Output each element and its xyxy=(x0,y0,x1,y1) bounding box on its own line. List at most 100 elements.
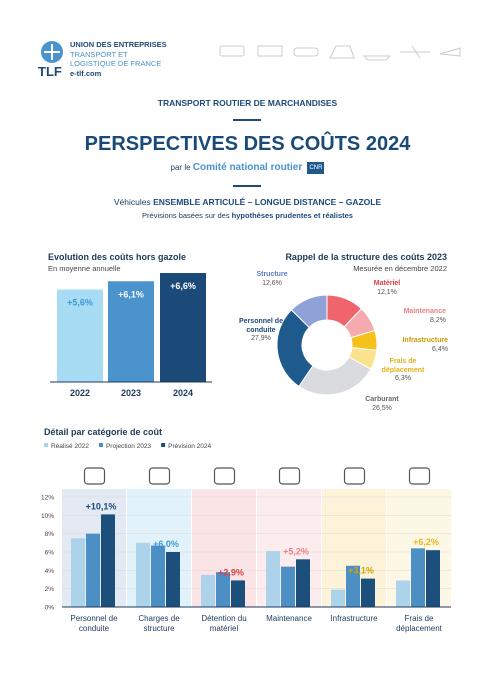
category-icon xyxy=(83,467,106,485)
chart-structure: Rappel de la structure des coûts 2023 Mes… xyxy=(276,252,447,396)
chart-subtitle: En moyenne annuelle xyxy=(48,264,121,273)
segment-value: 12,6% xyxy=(262,279,282,287)
note-emphasis: hypothèses prudentes et réalistes xyxy=(231,211,353,220)
segment-name: Personnel de conduite xyxy=(239,318,283,334)
donut-segment xyxy=(298,356,372,396)
legend-swatch xyxy=(161,443,166,447)
vehicle-prefix: Véhicules xyxy=(113,197,151,207)
chart-evolution: Evolution des coûts hors gazole En moyenn… xyxy=(48,252,212,398)
segment-label: Frais de déplacement 6,3% xyxy=(374,358,432,384)
chart-title: Détail par catégorie de coût xyxy=(44,427,162,437)
chart-detail: Détail par catégorie de coût Réalisé 2022… xyxy=(41,427,451,612)
bar xyxy=(231,580,245,607)
bar xyxy=(281,566,295,607)
x-tick-label: Frais de déplacement xyxy=(396,614,442,633)
legend-label: Réalisé 2022 xyxy=(51,443,89,450)
y-tick-label: 0% xyxy=(45,605,55,612)
segment-value: 12,1% xyxy=(377,288,397,296)
bar xyxy=(426,550,440,607)
y-tick-label: 2% xyxy=(45,586,55,593)
segment-label: Matériel 12,1% xyxy=(362,280,412,297)
chart-subtitle: Mesurée en décembre 2022 xyxy=(353,264,447,273)
note: Prévisions basées sur des hypothèses pru… xyxy=(0,211,495,220)
segment-value: 26,5% xyxy=(372,404,392,412)
value-label: +10,1% xyxy=(86,501,117,511)
bar xyxy=(136,542,150,607)
legend-label: Prévision 2024 xyxy=(168,443,211,450)
byline: par le Comité national routier CNR xyxy=(0,162,495,174)
bar xyxy=(346,565,360,607)
segment-label: Infrastructure 6,4% xyxy=(378,337,448,354)
org-line: UNION DES ENTREPRISES xyxy=(70,40,167,49)
donut-segment xyxy=(290,294,328,329)
bar xyxy=(216,572,230,607)
legend-swatch xyxy=(44,443,48,447)
bar xyxy=(361,578,375,607)
segment-label: Personnel de conduite 27,9% xyxy=(228,318,294,344)
y-tick-label: 12% xyxy=(41,495,54,502)
chart-title: Evolution des coûts hors gazole xyxy=(48,252,186,262)
bar xyxy=(101,514,115,607)
y-tick-label: 8% xyxy=(45,531,55,538)
y-tick-label: 6% xyxy=(45,550,55,557)
bar xyxy=(201,574,215,607)
segment-label: Structure 12,6% xyxy=(246,271,298,288)
logo-mark-cross xyxy=(44,44,60,60)
segment-label: Maintenance 8,2% xyxy=(378,308,446,325)
byline-name: Comité national routier xyxy=(192,162,303,174)
logo-text: TLF xyxy=(38,64,62,79)
value-label: +2,9% xyxy=(218,567,244,577)
bar xyxy=(108,281,154,382)
x-tick-label: Personnel de conduite xyxy=(70,614,118,633)
segment-value: 8,2% xyxy=(430,316,446,324)
category-icon xyxy=(408,467,431,485)
bar xyxy=(86,533,100,607)
segment-name: Structure xyxy=(256,271,288,278)
website: e-tlf.com xyxy=(70,69,102,78)
main-title: PERSPECTIVES DES COÛTS 2024 xyxy=(84,133,411,155)
header-art xyxy=(41,41,461,63)
value-label: +5,6% xyxy=(67,298,93,308)
x-tick-label: Détention du matériel xyxy=(201,614,247,633)
value-label: +6,1% xyxy=(118,289,144,299)
segment-name: Frais de déplacement xyxy=(381,358,425,374)
chart-title: Rappel de la structure des coûts 2023 xyxy=(285,252,447,262)
segment-value: 27,9% xyxy=(251,335,271,342)
value-label: +6,6% xyxy=(170,281,196,291)
segment-name: Maintenance xyxy=(403,308,446,315)
byline-prefix: par le xyxy=(170,163,191,173)
category-icon xyxy=(213,467,236,485)
segment-name: Matériel xyxy=(373,280,401,287)
segment-value: 6,4% xyxy=(432,345,448,353)
value-label: +3,1% xyxy=(348,566,374,576)
bar xyxy=(331,589,345,607)
vehicle-name: ENSEMBLE ARTICULÉ – LONGUE DISTANCE – GA… xyxy=(153,197,382,207)
transport-icons xyxy=(219,45,461,61)
org-line: LOGISTIQUE DE FRANCE xyxy=(70,59,162,68)
bar xyxy=(71,538,85,607)
value-label: +6,0% xyxy=(153,539,179,549)
x-tick-label: 2023 xyxy=(121,388,141,398)
cnr-logo: CNR xyxy=(307,162,325,174)
vehicle: Véhicules ENSEMBLE ARTICULÉ – LONGUE DIS… xyxy=(0,197,495,207)
segment-name: Infrastructure xyxy=(402,337,448,344)
divider xyxy=(233,185,261,187)
segment-label: Carburant 26,5% xyxy=(352,396,412,413)
bar xyxy=(166,552,180,607)
org-line: TRANSPORT ET xyxy=(70,50,128,59)
bar xyxy=(266,551,280,607)
note-prefix: Prévisions basées sur des xyxy=(142,211,230,220)
segment-value: 6,3% xyxy=(395,375,411,382)
x-tick-label: 2022 xyxy=(70,388,90,398)
value-label: +6,2% xyxy=(413,537,439,547)
x-tick-label: Infrastructure xyxy=(330,614,378,623)
legend-label: Projection 2023 xyxy=(106,443,152,450)
x-tick-label: Maintenance xyxy=(266,614,312,623)
y-tick-label: 4% xyxy=(45,568,55,575)
bar xyxy=(296,559,310,607)
x-tick-label: 2024 xyxy=(173,388,193,398)
x-tick-label: Charges de structure xyxy=(138,614,180,633)
y-tick-label: 10% xyxy=(41,513,54,520)
divider xyxy=(233,119,261,121)
category-icon xyxy=(278,467,301,485)
